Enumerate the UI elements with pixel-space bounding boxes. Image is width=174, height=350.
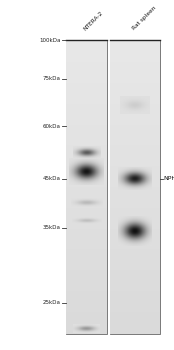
Text: Rat spleen: Rat spleen bbox=[131, 6, 157, 31]
Bar bbox=[110, 40, 160, 334]
Bar bbox=[66, 40, 107, 334]
Text: 35kDa: 35kDa bbox=[43, 225, 61, 230]
Text: 25kDa: 25kDa bbox=[43, 300, 61, 305]
Text: 75kDa: 75kDa bbox=[43, 76, 61, 81]
Text: NTERA-2: NTERA-2 bbox=[83, 10, 104, 32]
Text: 60kDa: 60kDa bbox=[43, 124, 61, 128]
Text: 45kDa: 45kDa bbox=[43, 176, 61, 181]
Text: NPHS2: NPHS2 bbox=[164, 176, 174, 181]
Text: 100kDa: 100kDa bbox=[39, 38, 61, 43]
